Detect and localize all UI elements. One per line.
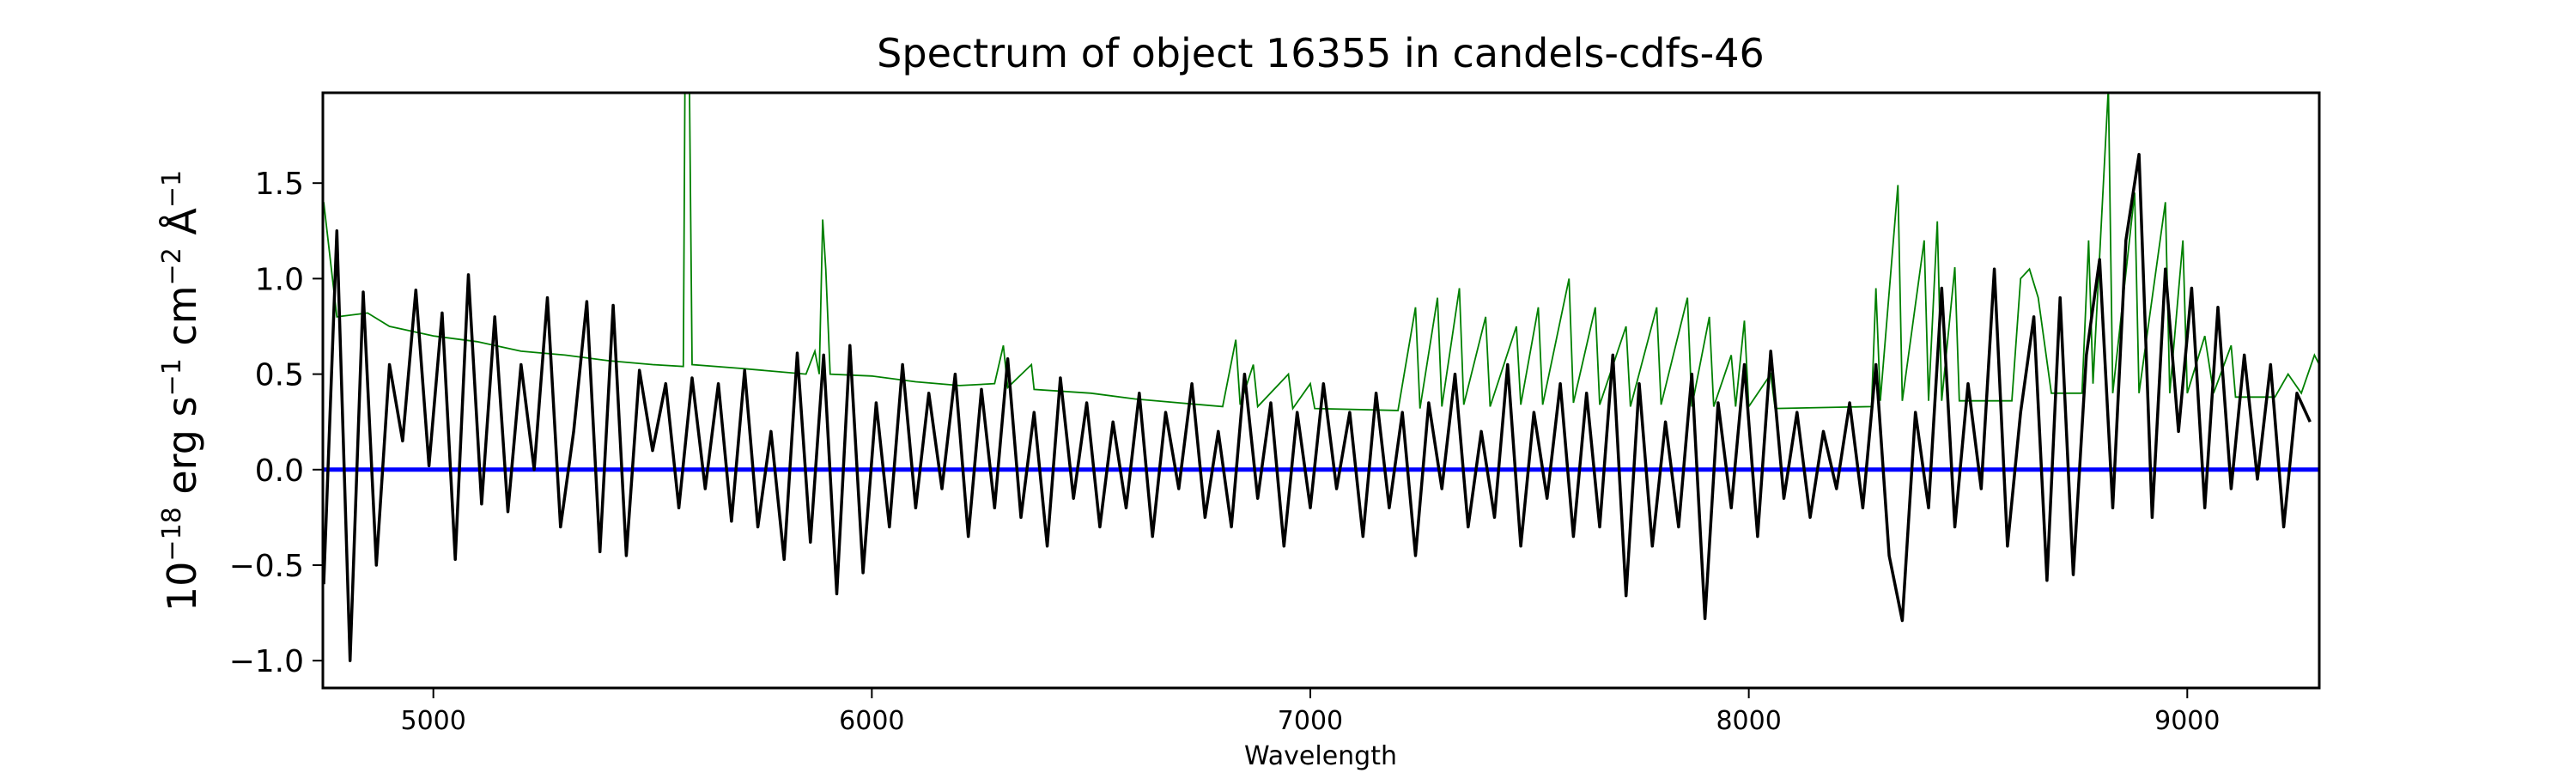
ylabel-unit-exponent: −1 — [157, 170, 187, 208]
x-axis-label: Wavelength — [1244, 741, 1397, 771]
plot-area — [323, 93, 2319, 662]
ylabel-unit: Å — [159, 208, 205, 248]
ylabel-unit-exponent: −2 — [157, 247, 187, 285]
x-tick-label: 9000 — [2154, 706, 2220, 736]
plot-frame — [321, 91, 2321, 690]
y-tick-label: −0.5 — [229, 549, 304, 584]
y-tick-label: 1.0 — [255, 262, 304, 297]
y-tick-label: −1.0 — [229, 644, 304, 679]
y-tick-label: 1.5 — [255, 167, 304, 202]
ylabel-unit-exponent: −1 — [157, 358, 187, 396]
y-tick-label: 0.5 — [255, 358, 304, 393]
y-axis-label: 10−18 erg s−1 cm−2 Å−1 — [157, 170, 205, 612]
ylabel-unit: cm — [159, 285, 205, 358]
x-tick-label: 7000 — [1278, 706, 1343, 736]
x-tick-label: 5000 — [401, 706, 466, 736]
ylabel-base: 10 — [159, 562, 205, 612]
chart-title: Spectrum of object 16355 in candels-cdfs… — [877, 30, 1765, 76]
ylabel-unit: erg s — [159, 396, 205, 507]
y-tick-label: 0.0 — [255, 453, 304, 489]
flux-spectrum-line — [323, 153, 2312, 662]
x-tick-label: 8000 — [1716, 706, 1781, 736]
x-tick-label: 6000 — [839, 706, 904, 736]
x-axis: 5000 6000 7000 8000 9000 — [401, 688, 2220, 736]
y-axis: −1.0 −0.5 0.0 0.5 1.0 1.5 — [229, 167, 323, 679]
ylabel-exponent: −18 — [157, 507, 187, 561]
error-spectrum-line — [323, 93, 2319, 411]
